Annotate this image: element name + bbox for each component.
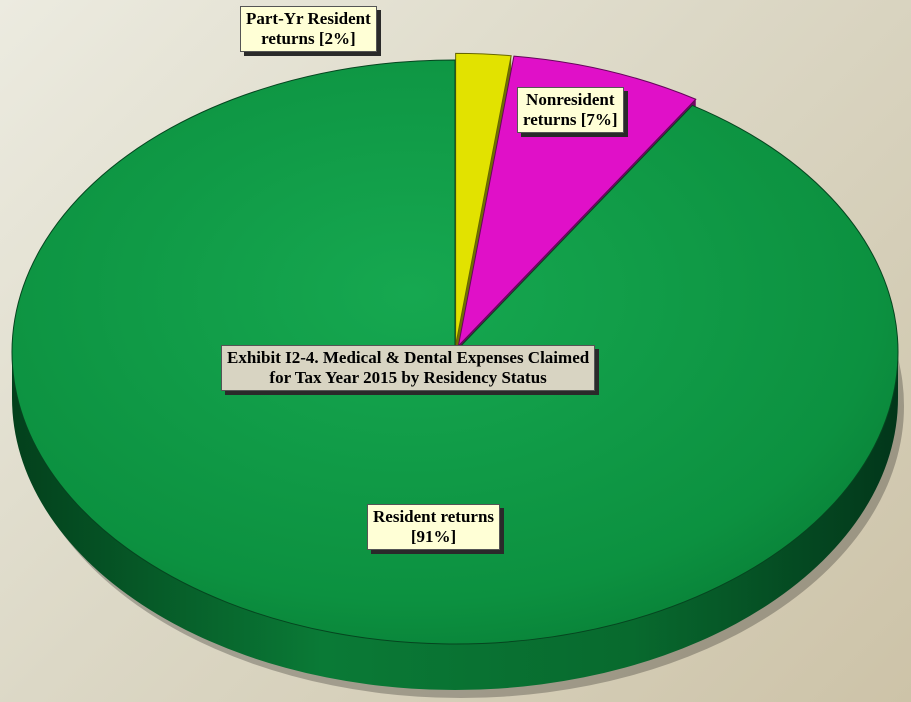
slice-label-line: Part-Yr Resident xyxy=(246,9,371,28)
chart-title: Exhibit I2-4. Medical & Dental Expenses … xyxy=(221,345,596,391)
slice-label-line: returns [2%] xyxy=(261,29,356,48)
chart-title-line: for Tax Year 2015 by Residency Status xyxy=(269,368,547,387)
slice-label-resident: Resident returns [91%] xyxy=(367,504,501,550)
slice-label-line: Resident returns xyxy=(373,507,495,526)
slice-label-line: [91%] xyxy=(410,527,457,546)
slice-label-line: returns [7%] xyxy=(523,110,618,129)
slice-label-line: Nonresident xyxy=(526,90,615,109)
slice-label-part-yr-resident: Part-Yr Resident returns [2%] xyxy=(240,6,377,52)
chart-title-line: Exhibit I2-4. Medical & Dental Expenses … xyxy=(227,348,590,367)
slice-top-0 xyxy=(455,52,512,346)
slice-label-nonresident: Nonresident returns [7%] xyxy=(517,87,624,133)
